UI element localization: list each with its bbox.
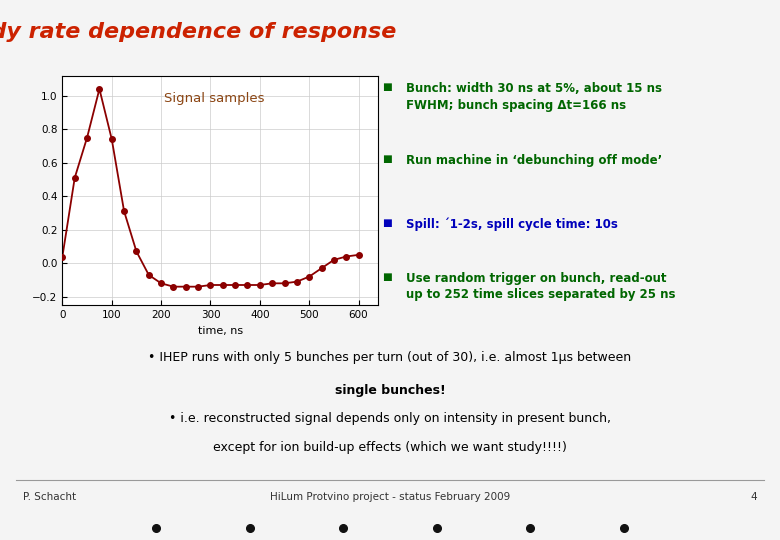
Text: • IHEP runs with only 5 bunches per turn (out of 30), i.e. almost 1μs between: • IHEP runs with only 5 bunches per turn…	[148, 352, 632, 365]
X-axis label: time, ns: time, ns	[198, 326, 243, 335]
Text: Run machine in ‘debunching off mode’: Run machine in ‘debunching off mode’	[406, 154, 662, 167]
Text: ■: ■	[382, 218, 392, 228]
Text: • i.e. reconstructed signal depends only on intensity in present bunch,: • i.e. reconstructed signal depends only…	[169, 412, 611, 425]
Text: P. Schacht: P. Schacht	[23, 492, 76, 502]
Text: Bunch: width 30 ns at 5%, about 15 ns
FWHM; bunch spacing Δt=166 ns: Bunch: width 30 ns at 5%, about 15 ns FW…	[406, 83, 662, 112]
Text: ■: ■	[382, 83, 392, 92]
Text: 4: 4	[750, 492, 757, 502]
Text: ■: ■	[382, 272, 392, 282]
Text: LAr Signal: study rate dependence of response: LAr Signal: study rate dependence of res…	[0, 22, 396, 43]
Text: single bunches!: single bunches!	[335, 384, 445, 397]
Text: Signal samples: Signal samples	[164, 92, 264, 105]
Text: Spill: ´1-2s, spill cycle time: 10s: Spill: ´1-2s, spill cycle time: 10s	[406, 218, 618, 231]
Text: HiLum Protvino project - status February 2009: HiLum Protvino project - status February…	[270, 492, 510, 502]
Text: except for ion build-up effects (which we want study!!!!): except for ion build-up effects (which w…	[213, 441, 567, 454]
Text: ■: ■	[382, 154, 392, 164]
Text: Use random trigger on bunch, read-out
up to 252 time slices separated by 25 ns: Use random trigger on bunch, read-out up…	[406, 272, 675, 301]
